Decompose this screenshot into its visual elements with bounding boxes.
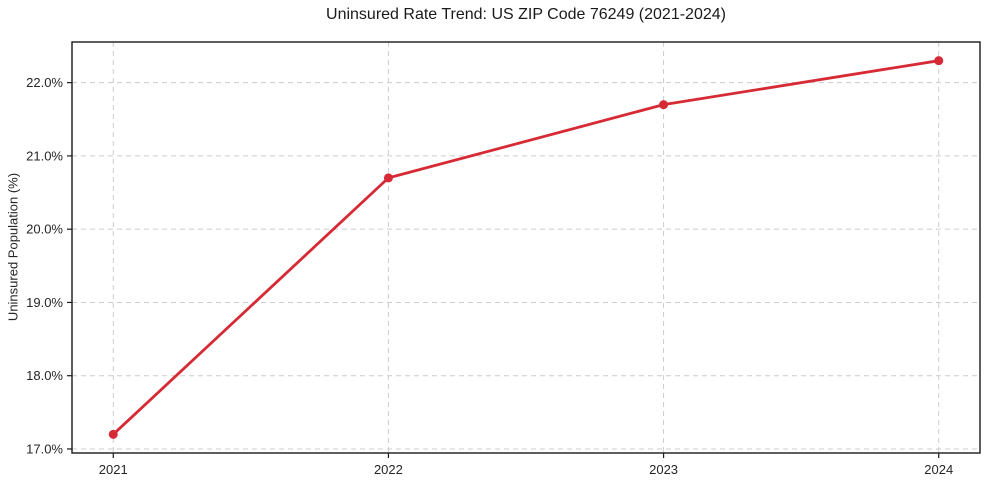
- data-point-marker: [659, 100, 669, 110]
- x-axis-tick-label: 2021: [99, 462, 128, 477]
- plot-border: [71, 41, 981, 454]
- data-point-marker: [383, 173, 393, 183]
- chart-title: Uninsured Rate Trend: US ZIP Code 76249 …: [326, 6, 726, 23]
- trend-line: [111, 59, 941, 436]
- x-axis-tick-label: 2023: [649, 462, 678, 477]
- y-axis-tick-label: 17.0%: [26, 441, 63, 456]
- data-point-marker: [108, 429, 118, 439]
- y-axis-tick-label: 19.0%: [26, 295, 63, 310]
- data-point-marker: [934, 56, 944, 66]
- y-axis-tick-label: 21.0%: [26, 148, 63, 163]
- y-axis-tick-label: 22.0%: [26, 75, 63, 90]
- x-axis-tick-label: 2024: [924, 462, 953, 477]
- y-axis-tick-label: 18.0%: [26, 368, 63, 383]
- x-axis-tick-label: 2022: [374, 462, 403, 477]
- y-axis-tick-label: 20.0%: [26, 222, 63, 237]
